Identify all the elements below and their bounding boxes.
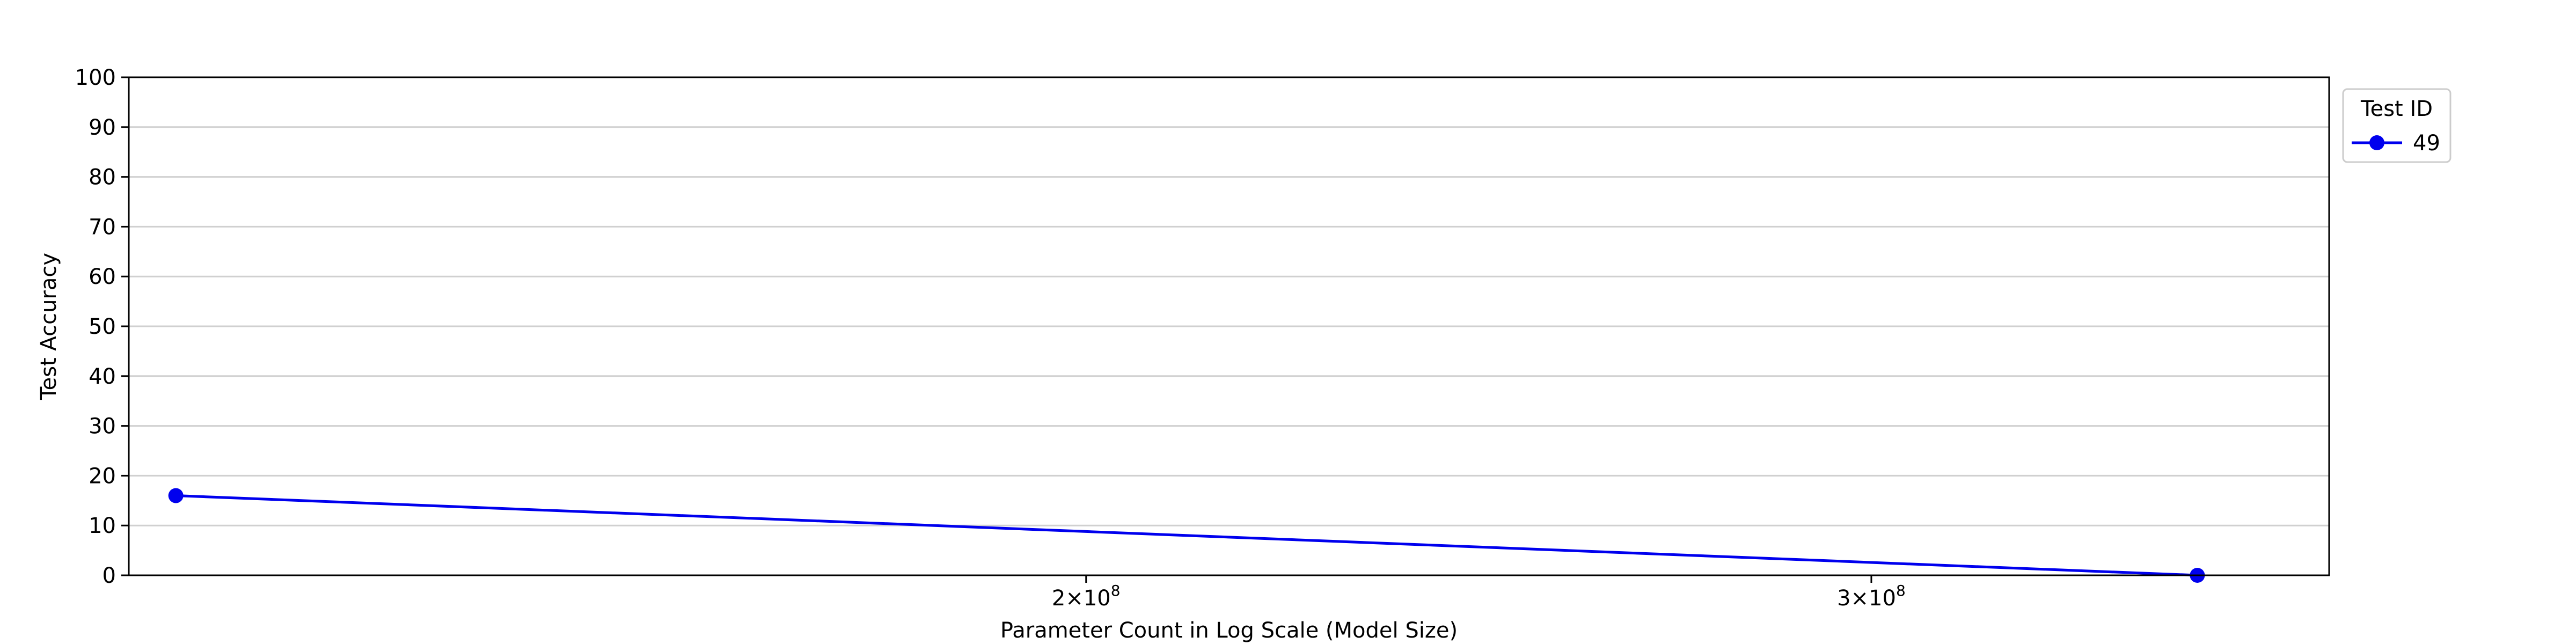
y-tick-label: 90	[89, 115, 116, 140]
y-tick-label: 10	[89, 514, 116, 538]
data-point	[168, 488, 184, 503]
y-tick-label: 60	[89, 265, 116, 289]
legend-items: 49	[2352, 131, 2440, 156]
x-tick-label: 3×108	[1837, 582, 1906, 611]
y-tick-label: 0	[103, 564, 116, 588]
y-tick-label: 40	[89, 364, 116, 389]
series-line	[175, 494, 2198, 577]
x-axis-title: Parameter Count in Log Scale (Model Size…	[1000, 618, 1458, 643]
legend: Test ID 49	[2342, 88, 2451, 163]
x-tick-label: 2×108	[1052, 582, 1121, 611]
series-layer	[168, 488, 2205, 583]
y-tick-label: 80	[89, 165, 116, 190]
y-tick-label: 20	[89, 464, 116, 488]
y-axis: 0 10 20 30 40 50 60 70 80 90 100	[75, 65, 129, 588]
legend-marker	[2369, 135, 2384, 150]
y-tick-label: 70	[89, 215, 116, 239]
legend-title: Test ID	[2360, 97, 2433, 121]
y-tick-label: 50	[89, 314, 116, 339]
y-tick-label: 30	[89, 414, 116, 439]
legend-label: 49	[2413, 131, 2440, 156]
x-axis: 2×108 3×108	[1052, 575, 1906, 611]
y-gridlines	[129, 126, 2329, 526]
y-tick-label: 100	[75, 65, 116, 90]
y-axis-title: Test Accuracy	[36, 253, 61, 400]
